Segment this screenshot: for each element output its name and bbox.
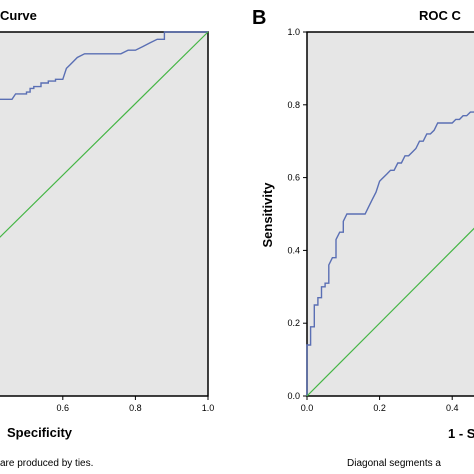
panel-b-y-axis-title: Sensitivity (260, 182, 275, 248)
panel-b-y-tick-label: 1.0 (287, 27, 300, 37)
panel-a-x-tick-label: 0.8 (129, 403, 142, 413)
panel-b-roc-curve (306, 111, 474, 396)
panel-a-x-axis-title: Specificity (7, 425, 73, 440)
panel-b-y-tick-label: 0.4 (287, 245, 300, 255)
panel-b-letter: B (252, 7, 266, 29)
panel-b-x-tick-label: 0.0 (301, 403, 314, 413)
panel-b-plot-area (306, 31, 474, 397)
panel-b-x-axis-title: 1 - S (448, 426, 474, 441)
panel-a-x-tick-label: 0.6 (57, 403, 70, 413)
panel-b-lines (306, 111, 474, 397)
panel-b-y-tick-label: 0.6 (287, 173, 300, 183)
panel-b-footnote: Diagonal segments a (347, 458, 441, 469)
panel-a-x-ticks: 0.6 0.8 1.0 (57, 396, 215, 413)
panel-a-x-tick-label: 1.0 (202, 403, 215, 413)
panel-b-y-tick-label: 0.2 (287, 318, 300, 328)
panel-b-x-tick-label: 0.2 (373, 403, 386, 413)
panel-a-plot-area (0, 31, 209, 397)
panel-b-reference-diagonal (306, 227, 474, 397)
panel-b: B ROC C 0.0 0.2 0.4 0.6 0.8 1.0 0.0 0.2 0.4 Sen… (252, 7, 474, 469)
panel-b-y-tick-label: 0.0 (287, 391, 300, 401)
panel-b-x-tick-label: 0.4 (446, 403, 459, 413)
panel-a-footnote: are produced by ties. (0, 458, 93, 469)
panel-b-x-ticks: 0.0 0.2 0.4 (301, 396, 459, 413)
panel-a-reference-diagonal (0, 31, 209, 238)
panel-a-title: Curve (0, 8, 37, 23)
panel-b-title: ROC C (419, 8, 462, 23)
panel-b-y-tick-label: 0.8 (287, 100, 300, 110)
panel-a-roc-curve (0, 31, 208, 101)
panel-a-lines (0, 31, 209, 238)
panel-b-y-ticks: 0.0 0.2 0.4 0.6 0.8 1.0 (287, 27, 307, 401)
panel-a: Curve 0.6 0.8 1.0 Specificity are produced… (0, 8, 214, 469)
